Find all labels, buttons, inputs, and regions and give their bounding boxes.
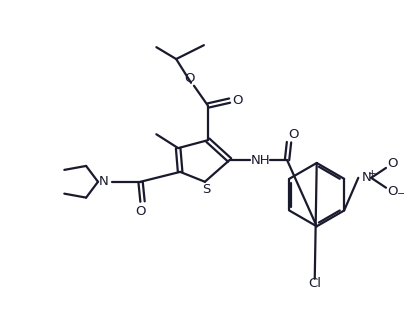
Text: −: − [396, 189, 404, 199]
Text: O: O [184, 72, 194, 85]
Text: O: O [388, 185, 398, 198]
Text: O: O [135, 205, 146, 218]
Text: O: O [232, 94, 243, 107]
Text: N: N [361, 171, 371, 184]
Text: O: O [388, 157, 398, 171]
Text: O: O [289, 128, 299, 141]
Text: NH: NH [250, 154, 270, 166]
Text: +: + [368, 169, 377, 179]
Text: N: N [99, 175, 109, 188]
Text: Cl: Cl [308, 277, 321, 290]
Text: S: S [202, 183, 210, 196]
